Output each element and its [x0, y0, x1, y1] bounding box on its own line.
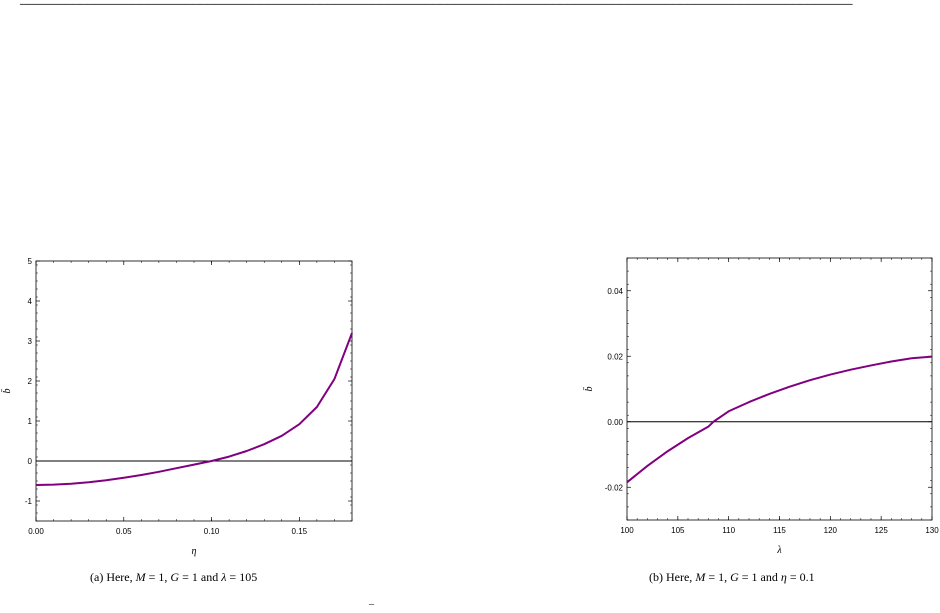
chart-b-x-tick-label: 125	[874, 526, 888, 535]
caption-b-var-3-name: η	[780, 570, 787, 584]
chart-b-y-tick-label: 0.00	[607, 418, 623, 427]
chart-b-x-tick-label: 110	[722, 526, 735, 535]
chart-a-y-tick-label: 0	[28, 457, 33, 466]
chart-a-y-tick-label: 4	[28, 297, 33, 306]
caption-a-var-1-value: 1	[158, 570, 165, 584]
caption-b: (b) Here, M = 1, G = 1 and η = 0.1	[649, 570, 815, 584]
page-header-fragment: ________________________________________…	[0, 0, 940, 12]
chart-b-y-axis-label: b̄	[583, 386, 595, 391]
chart-a-x-axis-label: η	[192, 546, 197, 557]
caption-a-var-2-name: G	[170, 570, 180, 584]
caption-a-prefix: (a) Here,	[90, 570, 136, 584]
chart-eta: 0.00 0.05 0.10 0.15 -1 0 1 2 3 4 5 η b̄	[1, 257, 353, 557]
chart-b-x-tick-label: 130	[925, 526, 939, 535]
caption-b-var-2-name: G	[730, 570, 739, 584]
footer-text: ¯	[369, 604, 374, 613]
chart-b-plot-frame	[626, 257, 933, 521]
caption-a: (a) Here, M = 1, G = 1 and λ = 105	[90, 570, 258, 584]
chart-b-series-line-0	[626, 355, 933, 484]
chart-a-x-tick-label: 0.00	[28, 527, 44, 536]
caption-a-var-3-value: 105	[239, 570, 258, 584]
chart-a-y-tick-label: -1	[25, 497, 33, 506]
caption-a-var-1-name: M	[135, 570, 146, 584]
header-text: ________________________________________…	[20, 0, 853, 8]
caption-b-prefix: (b) Here,	[649, 570, 696, 584]
chart-a-y-tick-label: 1	[28, 417, 33, 426]
chart-a-series-line-0	[35, 332, 353, 486]
caption-a-var-3-name: λ	[221, 570, 227, 584]
caption-b-var-1-name: M	[695, 570, 706, 584]
chart-a-y-tick-label: 5	[28, 257, 33, 266]
chart-lambda: 100 105 110 115 120 125 130 -0.02 0.00 0.02 0.04 λ b…	[583, 257, 939, 556]
chart-a-x-tick-label: 0.05	[116, 527, 132, 536]
chart-b-x-tick-label: 115	[773, 526, 786, 535]
chart-b-y-tick-label: -0.02	[605, 483, 624, 492]
chart-b-y-tick-label: 0.04	[607, 287, 623, 296]
caption-b-var-3-value: 0.1	[799, 570, 815, 584]
chart-a-y-tick-label: 3	[28, 337, 33, 346]
chart-a-y-axis-label: b̄	[1, 388, 13, 393]
chart-a-y-tick-label: 2	[28, 377, 33, 386]
chart-b-x-axis-label: λ	[776, 545, 782, 556]
chart-b-y-tick-label: 0.02	[607, 352, 623, 361]
caption-a-var-2-value: 1	[191, 570, 198, 584]
caption-b-var-1-value: 1	[718, 570, 725, 584]
chart-a-x-tick-label: 0.15	[292, 527, 308, 536]
chart-b-x-tick-label: 100	[620, 526, 634, 535]
chart-b-x-tick-label: 105	[671, 526, 685, 535]
caption-b-var-2-value: 1	[751, 570, 758, 584]
page-footer-fragment: ¯	[0, 604, 940, 613]
chart-b-x-tick-label: 120	[824, 526, 838, 535]
chart-a-x-tick-label: 0.10	[204, 527, 220, 536]
